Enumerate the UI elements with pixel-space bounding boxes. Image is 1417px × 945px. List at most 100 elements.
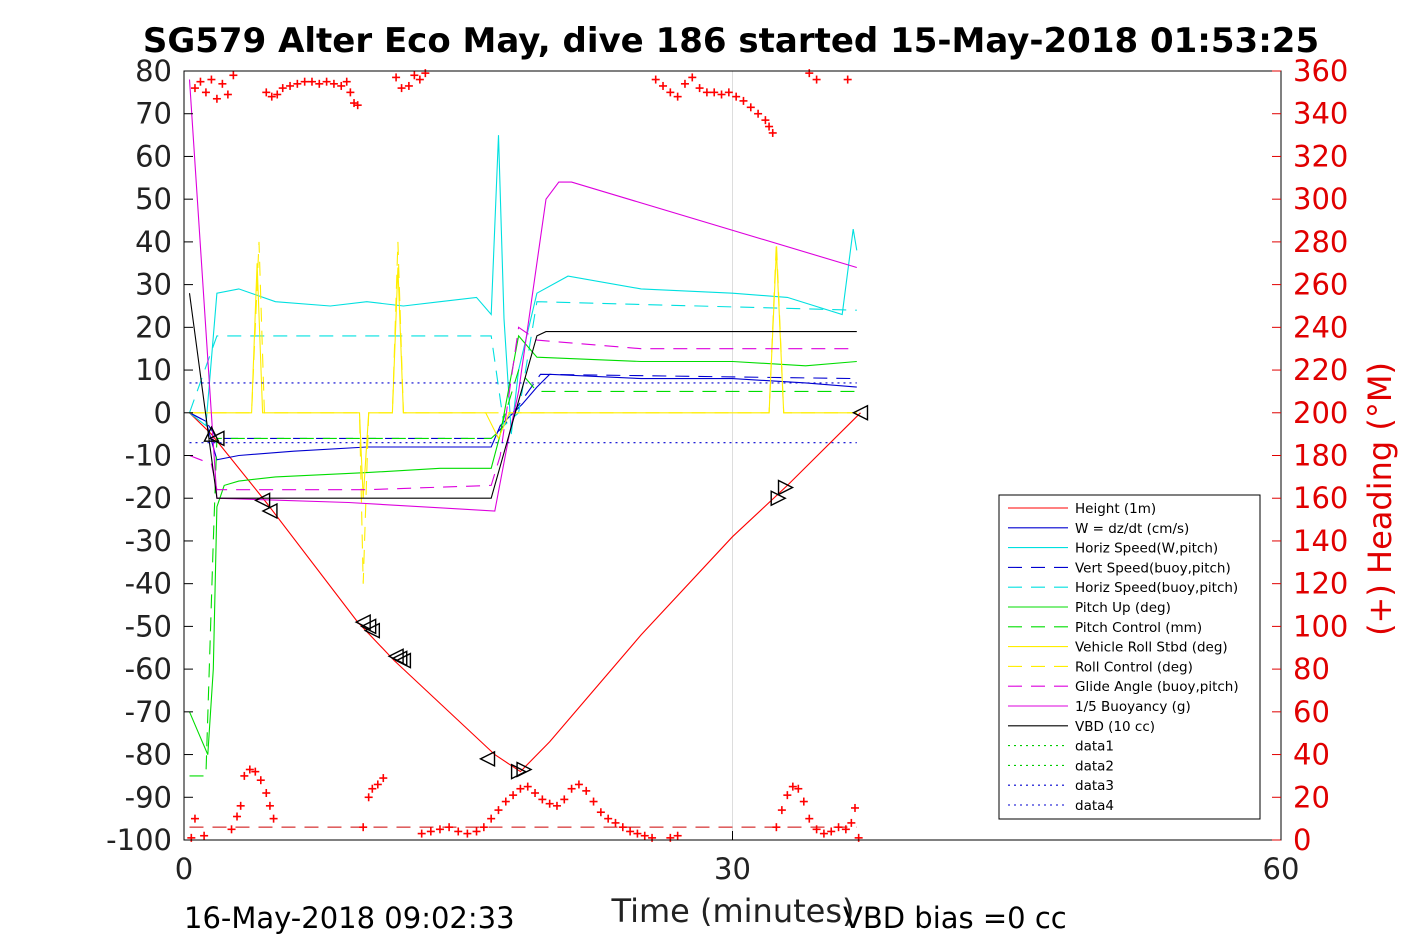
legend-box (998, 494, 1261, 820)
heading-point (768, 128, 777, 137)
heading-point (410, 71, 419, 80)
right-tick-label: 300 (1293, 182, 1348, 216)
left-tick-label: 10 (135, 353, 172, 387)
heading-point (618, 823, 627, 832)
heading-point (611, 818, 620, 827)
legend-label: data2 (1075, 758, 1114, 774)
heading-point (794, 784, 803, 793)
right-tick-label: 40 (1293, 738, 1330, 772)
series-line (189, 368, 857, 777)
heading-point (626, 827, 635, 836)
heading-point (754, 109, 763, 118)
heading-point (589, 797, 598, 806)
heading-point (229, 71, 238, 80)
heading-point (666, 833, 675, 842)
heading-point (278, 84, 287, 93)
heading-point (666, 88, 675, 97)
heading-point (187, 833, 196, 842)
heading-point (523, 782, 532, 791)
heading-point (783, 791, 792, 800)
heading-point (417, 829, 426, 838)
heading-point (479, 823, 488, 832)
heading-point (329, 79, 338, 88)
left-tick-label: -50 (125, 609, 172, 643)
heading-point (732, 92, 741, 101)
heading-point (487, 814, 496, 823)
x-tick-label: 60 (1263, 852, 1300, 886)
heading-point (819, 829, 828, 838)
heading-point (812, 75, 821, 84)
right-tick-label: 240 (1293, 310, 1348, 344)
heading-point (472, 827, 481, 836)
heading-point (196, 77, 205, 86)
right-tick-label: 220 (1293, 353, 1348, 387)
plot-area (187, 69, 869, 842)
heading-point (227, 825, 236, 834)
heading-point (223, 90, 232, 99)
heading-point (337, 81, 346, 90)
heading-point (251, 767, 260, 776)
series-line (189, 326, 857, 491)
series-line (188, 301, 857, 427)
series-line (189, 373, 857, 439)
x-ticks: 0 30 60 (175, 831, 1300, 886)
left-tick-label: 50 (135, 182, 172, 216)
heading-point (494, 806, 503, 815)
right-tick-label: 320 (1293, 139, 1348, 173)
heading-point (201, 88, 210, 97)
heading-point (799, 797, 808, 806)
left-tick-label: -20 (125, 481, 172, 515)
left-tick-label: 20 (135, 310, 172, 344)
heading-point (322, 77, 331, 86)
legend-entry: W = dz/dt (cm/s) (1008, 521, 1189, 537)
x-tick-label: 0 (175, 852, 193, 886)
left-y-ticks: 80 70 60 50 40 30 20 10 0 -10 -20 -30 -40 -50 -60 -70 -8… (106, 54, 193, 857)
legend-label: data3 (1075, 778, 1114, 794)
legend-label: Horiz Speed(buoy,pitch) (1075, 580, 1238, 596)
heading-point (531, 789, 540, 798)
heading-point (212, 94, 221, 103)
left-tick-label: -40 (125, 567, 172, 601)
legend-label: Vert Speed(buoy,pitch) (1075, 560, 1231, 576)
heading-point (702, 88, 711, 97)
legend-label: W = dz/dt (cm/s) (1075, 521, 1189, 537)
legend-entry: data3 (1008, 778, 1114, 794)
triangle-marker (516, 761, 533, 778)
heading-point (710, 88, 719, 97)
left-tick-label: 70 (135, 97, 172, 131)
heading-point (827, 827, 836, 836)
series-line (189, 241, 857, 584)
right-tick-label: 120 (1293, 567, 1348, 601)
heading-point (342, 77, 351, 86)
x-tick-label: 30 (714, 852, 751, 886)
right-tick-label: 60 (1293, 695, 1330, 729)
heading-point (463, 829, 472, 838)
series-line (188, 293, 857, 499)
heading-point (262, 88, 271, 97)
heading-point (218, 79, 227, 88)
legend-label: Horiz Speed(W,pitch) (1075, 541, 1218, 557)
heading-point (673, 831, 682, 840)
left-tick-label: -30 (125, 524, 172, 558)
legend-label: Glide Angle (buoy,pitch) (1075, 679, 1239, 695)
heading-point (739, 96, 748, 105)
heading-point (454, 827, 463, 836)
heading-point (574, 780, 583, 789)
heading-point (262, 789, 271, 798)
heading-point (688, 73, 697, 82)
legend-entry: data1 (1008, 739, 1114, 755)
heading-point (397, 84, 406, 93)
heading-point (843, 75, 852, 84)
heading-point (426, 827, 435, 836)
legend-entry: Pitch Control (mm) (1008, 620, 1202, 636)
heading-point (673, 92, 682, 101)
legend-entry: Vert Speed(buoy,pitch) (1008, 560, 1231, 576)
left-tick-label: -90 (125, 780, 172, 814)
heading-point (307, 77, 316, 86)
heading-point (265, 801, 274, 810)
left-tick-label: 80 (135, 54, 172, 88)
heading-point (596, 808, 605, 817)
heading-point (359, 823, 368, 832)
heading-point (240, 771, 249, 780)
